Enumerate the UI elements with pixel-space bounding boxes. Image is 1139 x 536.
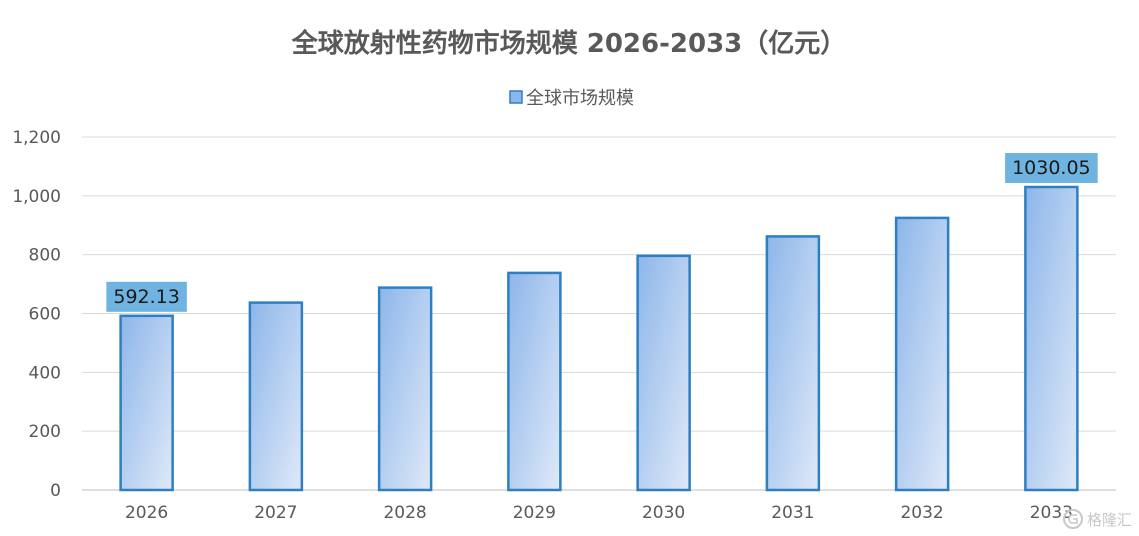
watermark-text: 格隆汇 [1087, 511, 1132, 529]
x-tick-label: 2027 [254, 503, 297, 523]
x-tick-label: 2031 [771, 503, 814, 523]
x-tick-label: 2026 [125, 503, 168, 523]
data-label-text: 1030.05 [1012, 157, 1091, 179]
gridlines [82, 136, 1116, 491]
bar [1024, 185, 1079, 492]
bar [248, 301, 304, 492]
data-labels: 592.13 1030.05 [106, 152, 1098, 312]
y-tick-label: 1,000 [12, 187, 61, 207]
y-tick-label: 400 [29, 363, 61, 383]
legend: 全球市场规模 [509, 88, 634, 109]
y-tick-label: 1,200 [12, 128, 61, 148]
bar [377, 286, 433, 492]
watermark: 格隆汇 [1063, 509, 1132, 529]
legend-label: 全球市场规模 [526, 88, 634, 109]
data-label-text: 592.13 [113, 286, 179, 308]
data-label-background [1005, 152, 1098, 183]
bar [636, 254, 691, 492]
y-tick-label: 800 [29, 246, 61, 266]
x-tick-label: 2033 [1030, 503, 1073, 523]
bar [765, 235, 821, 492]
bars [119, 185, 1079, 492]
x-tick-label: 2030 [642, 503, 685, 523]
bar [507, 271, 562, 492]
y-tick-label: 600 [29, 305, 61, 325]
bar [119, 314, 174, 492]
legend-swatch [509, 90, 523, 104]
x-axis-ticks: 2026 2027 2028 2029 2030 2031 2032 2033 [125, 503, 1073, 523]
data-label: 1030.05 [1005, 152, 1098, 183]
y-axis-ticks: 0 200 400 600 800 1,000 1,200 [12, 128, 61, 501]
x-tick-label: 2032 [900, 503, 943, 523]
data-label-background [106, 281, 187, 312]
x-tick-label: 2028 [383, 503, 426, 523]
chart-title: 全球放射性药物市场规模 2026-2033（亿元） [291, 28, 847, 59]
data-label: 592.13 [106, 281, 187, 312]
gelonghui-logo-icon [1063, 509, 1083, 529]
x-tick-label: 2029 [513, 503, 556, 523]
y-tick-label: 200 [29, 422, 61, 442]
y-tick-label: 0 [50, 481, 61, 501]
bar [894, 216, 950, 492]
